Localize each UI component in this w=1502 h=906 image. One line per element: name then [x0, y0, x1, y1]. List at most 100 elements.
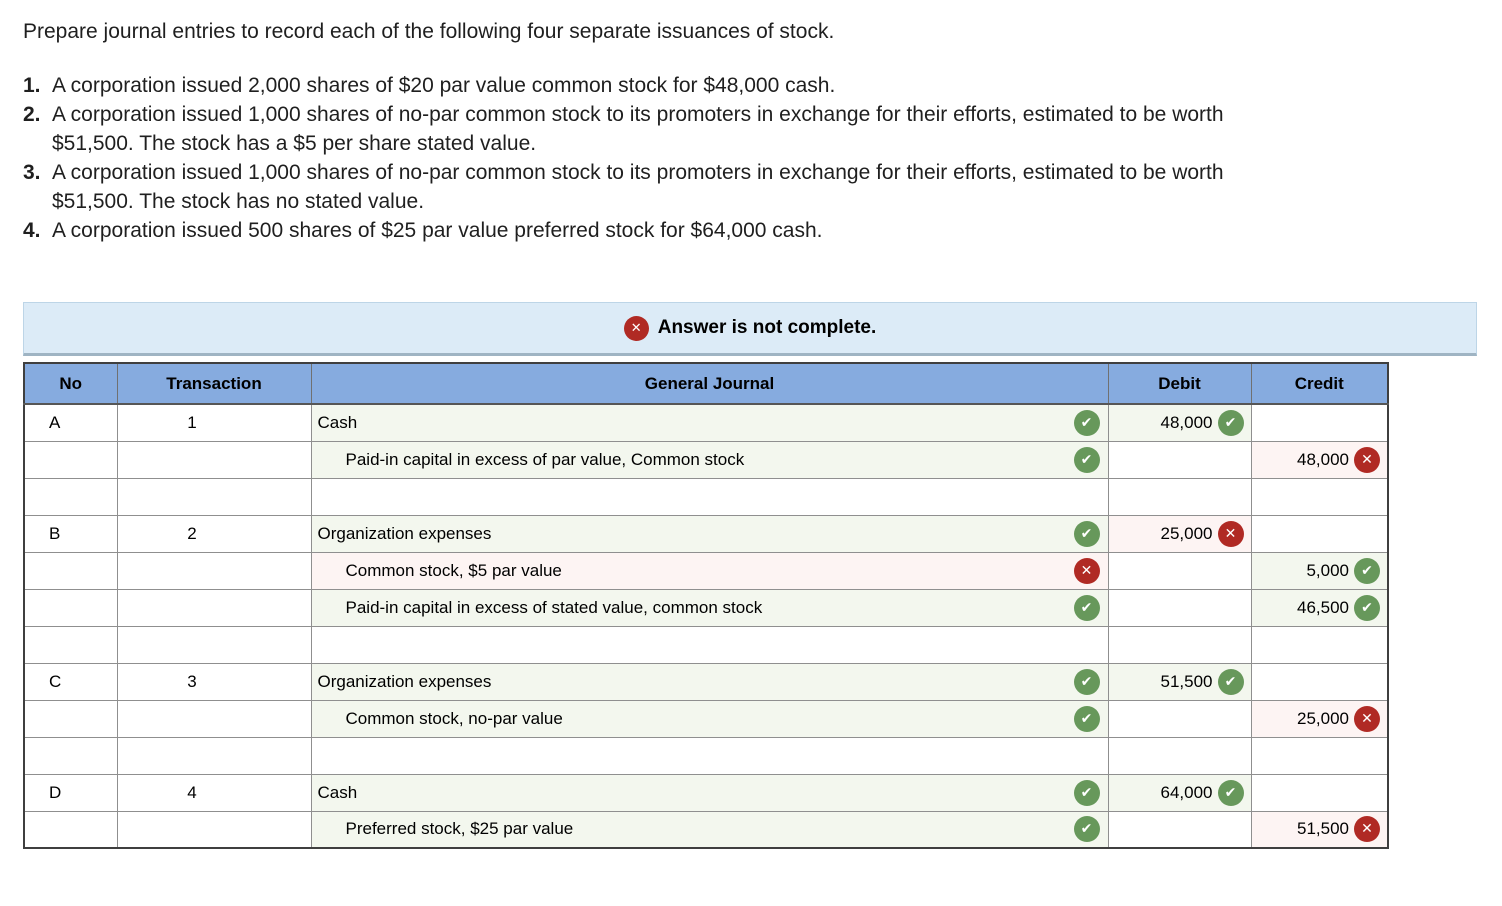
- check-icon: ✔: [1073, 668, 1100, 695]
- credit-amount: 46,500: [1297, 597, 1349, 617]
- header-credit: Credit: [1250, 362, 1389, 405]
- check-icon: ✔: [1073, 779, 1100, 806]
- empty-cell: [116, 736, 312, 775]
- transaction-number-cell: 1: [116, 403, 312, 442]
- spacer-row: [23, 625, 1389, 664]
- credit-amount: 48,000: [1297, 449, 1349, 469]
- issuance-text: A corporation issued 2,000 shares of $20…: [52, 74, 836, 97]
- check-icon: ✔: [1073, 520, 1100, 547]
- empty-cell: [1107, 736, 1252, 775]
- x-icon: ✕: [1354, 446, 1380, 473]
- debit-cell: [1107, 551, 1252, 590]
- issuance-text: A corporation issued 1,000 shares of no-…: [52, 103, 1224, 155]
- issuance-item: 3. A corporation issued 1,000 shares of n…: [23, 158, 1463, 216]
- empty-cell: [116, 625, 312, 664]
- spacer-row: [23, 736, 1389, 775]
- debit-amount: 51,500: [1160, 671, 1213, 691]
- x-icon: ✕: [1354, 816, 1380, 843]
- account-title-cell: Organization expenses ✔: [310, 514, 1109, 553]
- row-letter-cell: [23, 440, 118, 479]
- debit-cell: 48,000 ✔: [1107, 403, 1252, 442]
- account-title: Cash: [317, 412, 358, 432]
- debit-amount: 64,000: [1160, 782, 1213, 802]
- account-title-cell: Common stock, $5 par value ✕: [310, 551, 1109, 590]
- empty-cell: [1107, 477, 1252, 516]
- account-title: Cash: [317, 782, 358, 802]
- transaction-number-cell: [116, 810, 312, 849]
- issuance-list: 1. A corporation issued 2,000 shares of $…: [23, 71, 1463, 245]
- row-letter-cell: C: [23, 662, 118, 701]
- x-circle-icon: ✕: [623, 315, 649, 341]
- x-icon: ✕: [1354, 705, 1380, 732]
- credit-amount: 5,000: [1306, 560, 1349, 580]
- credit-cell: [1250, 403, 1389, 442]
- row-letter-cell: A: [23, 403, 118, 442]
- issuance-number: 1.: [23, 74, 41, 97]
- account-title-cell: Common stock, no-par value ✔: [310, 699, 1109, 738]
- issuance-text: A corporation issued 500 shares of $25 p…: [52, 219, 823, 242]
- debit-cell: 51,500 ✔: [1107, 662, 1252, 701]
- debit-cell: [1107, 699, 1252, 738]
- account-title-cell: Organization expenses ✔: [310, 662, 1109, 701]
- header-transaction: Transaction: [116, 362, 312, 405]
- empty-cell: [310, 625, 1109, 664]
- row-letter-cell: B: [23, 514, 118, 553]
- account-title: Paid-in capital in excess of stated valu…: [345, 597, 763, 617]
- transaction-number-cell: 4: [116, 773, 312, 812]
- check-icon: ✔: [1354, 594, 1380, 621]
- issuance-item: 2. A corporation issued 1,000 shares of n…: [23, 100, 1463, 158]
- empty-cell: [310, 477, 1109, 516]
- answer-status-banner: ✕ Answer is not complete.: [23, 302, 1477, 356]
- row-letter-cell: [23, 551, 118, 590]
- journal-table: No Transaction General Journal Debit Cre…: [23, 362, 1389, 849]
- empty-cell: [23, 625, 118, 664]
- header-no: No: [23, 362, 118, 405]
- debit-cell: 64,000 ✔: [1107, 773, 1252, 812]
- check-icon: ✔: [1354, 557, 1380, 584]
- check-icon: ✔: [1217, 668, 1244, 695]
- account-title-cell: Paid-in capital in excess of stated valu…: [310, 588, 1109, 627]
- row-letter-cell: [23, 699, 118, 738]
- answer-status-text: Answer is not complete.: [657, 317, 877, 338]
- account-title: Organization expenses: [317, 523, 492, 543]
- debit-amount: 25,000: [1160, 523, 1213, 543]
- debit-amount: 48,000: [1160, 412, 1213, 432]
- table-header-row: No Transaction General Journal Debit Cre…: [23, 362, 1389, 405]
- empty-cell: [1250, 477, 1389, 516]
- journal-entry-row: C 3 Organization expenses ✔ 51,500 ✔: [23, 662, 1389, 701]
- journal-entry-row: A 1 Cash ✔ 48,000 ✔: [23, 403, 1389, 442]
- empty-cell: [116, 477, 312, 516]
- journal-entry-row: Paid-in capital in excess of par value, …: [23, 440, 1389, 479]
- transaction-number-cell: 3: [116, 662, 312, 701]
- check-icon: ✔: [1073, 409, 1100, 436]
- journal-entry-row: Common stock, $5 par value ✕ 5,000 ✔: [23, 551, 1389, 590]
- journal-entry-row: D 4 Cash ✔ 64,000 ✔: [23, 773, 1389, 812]
- check-icon: ✔: [1073, 446, 1100, 473]
- credit-cell: 5,000 ✔: [1250, 551, 1389, 590]
- account-title: Paid-in capital in excess of par value, …: [345, 449, 745, 469]
- empty-cell: [23, 477, 118, 516]
- account-title: Common stock, $5 par value: [345, 560, 562, 580]
- transaction-number-cell: [116, 551, 312, 590]
- issuance-number: 2.: [23, 103, 41, 126]
- empty-cell: [1250, 625, 1389, 664]
- empty-cell: [310, 736, 1109, 775]
- transaction-number-cell: [116, 699, 312, 738]
- check-icon: ✔: [1073, 705, 1100, 732]
- empty-cell: [23, 736, 118, 775]
- spacer-row: [23, 477, 1389, 516]
- account-title: Common stock, no-par value: [345, 708, 563, 728]
- account-title-cell: Cash ✔: [310, 773, 1109, 812]
- account-title: Preferred stock, $25 par value: [345, 819, 574, 839]
- credit-cell: 46,500 ✔: [1250, 588, 1389, 627]
- account-title: Organization expenses: [317, 671, 492, 691]
- debit-cell: 25,000 ✕: [1107, 514, 1252, 553]
- credit-cell: 25,000 ✕: [1250, 699, 1389, 738]
- credit-cell: [1250, 514, 1389, 553]
- empty-cell: [1250, 736, 1389, 775]
- issuance-number: 4.: [23, 219, 41, 242]
- check-icon: ✔: [1217, 779, 1244, 806]
- transaction-number-cell: 2: [116, 514, 312, 553]
- transaction-number-cell: [116, 440, 312, 479]
- check-icon: ✔: [1073, 816, 1100, 843]
